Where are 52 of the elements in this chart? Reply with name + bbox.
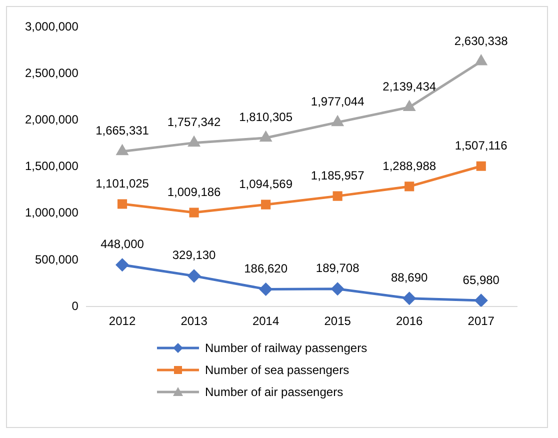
point [260,132,272,142]
point [189,208,199,218]
point [117,199,128,209]
data-label: 329,130 [172,248,216,262]
point [404,182,414,192]
point [403,292,416,305]
y-tick-label: 500,000 [34,252,79,266]
point [404,100,415,111]
data-label: 1,507,116 [454,138,508,152]
point [331,282,344,296]
data-label: 1,009,186 [167,184,222,199]
legend-label: Number of railway passengers [205,341,368,355]
point [261,200,271,210]
data-label: 1,757,342 [167,115,222,130]
y-tick-label: 3,000,000 [24,19,79,34]
point [476,55,487,66]
x-tick-label: 2012 [108,314,136,328]
x-tick-label: 2013 [180,314,208,328]
data-label: 448,000 [100,237,144,252]
point [116,258,129,272]
data-label: 1,810,305 [239,110,293,124]
data-label: 2,630,338 [454,34,508,48]
point [188,270,200,282]
data-label: 1,094,569 [239,176,293,191]
x-tick-label: 2016 [396,314,424,328]
y-tick-label: 2,500,000 [24,66,79,80]
point [188,136,200,147]
y-tick-label: 2,000,000 [24,112,79,127]
point [332,116,344,126]
y-tick-label: 1,500,000 [24,159,79,174]
data-label: 1,665,331 [96,124,150,138]
data-label: 189,708 [316,261,360,276]
x-tick-label: 2015 [324,314,352,328]
data-label: 65,980 [462,272,500,287]
data-label: 186,620 [244,262,288,276]
point [116,145,128,156]
y-tick-label: 1,000,000 [24,206,79,220]
x-tick-label: 2014 [252,314,280,328]
legend-label: Number of sea passengers [205,363,350,377]
point [474,294,488,307]
y-tick-label: 0 [72,298,79,313]
data-label: 1,101,025 [96,176,150,190]
data-label: 1,185,957 [310,168,365,182]
point [476,161,486,171]
data-label: 2,139,434 [382,80,436,94]
data-label: 1,977,044 [310,94,365,109]
data-label: 88,690 [390,270,428,285]
legend-label: Number of air passengers [205,385,344,399]
point [260,282,272,296]
x-tick-label: 2017 [468,314,495,328]
point [332,191,342,201]
data-label: 1,288,988 [382,158,436,173]
